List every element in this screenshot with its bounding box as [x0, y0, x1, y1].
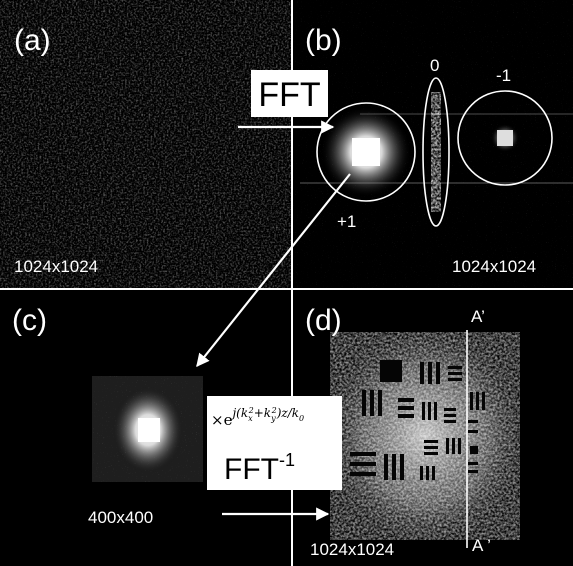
- fft-operation: FFT: [238, 70, 335, 134]
- order-plus-one-label: +1: [337, 212, 356, 231]
- panel-b-label: (b): [305, 24, 342, 57]
- profile-line-top-label: A’: [471, 307, 485, 326]
- phase-factor-formula: ×ej(kx2+ky2)z/k0: [211, 406, 304, 429]
- order-plus-one-core: [352, 138, 380, 166]
- panel-b-size-label: 1024x1024: [452, 257, 536, 276]
- order-zero-band: [431, 92, 441, 212]
- fft-label: FFT: [258, 76, 320, 114]
- order-zero-ellipse: [422, 77, 450, 227]
- cropped-spectrum-core: [138, 418, 160, 442]
- phase-factor-box: [207, 396, 342, 490]
- panel-d-label: (d): [305, 304, 342, 337]
- profile-line-bottom-label: A ’: [472, 536, 491, 555]
- order-zero-label: 0: [430, 56, 439, 75]
- crop-arrow: [196, 173, 351, 368]
- inverse-fft-operation: ×ej(kx2+ky2)z/k0 FFT-1: [207, 396, 342, 521]
- panel-a-label: (a): [14, 24, 51, 57]
- order-minus-one-circle: [457, 90, 553, 186]
- panel-a: (a) 1024x1024: [0, 0, 291, 288]
- order-minus-one-label: -1: [496, 66, 511, 85]
- panel-b: (b) +1 0 -1 1024x1024: [293, 0, 573, 288]
- panel-a-size-label: 1024x1024: [14, 257, 98, 276]
- panel-a-fringes: [60, 60, 240, 230]
- panel-c-size-label: 400x400: [88, 508, 153, 527]
- vertical-divider: [291, 0, 293, 566]
- order-plus-one-circle: [316, 102, 416, 202]
- panel-d-size-label: 1024x1024: [310, 540, 394, 559]
- horizontal-divider: [0, 288, 573, 290]
- inverse-fft-label: FFT-1: [224, 450, 295, 486]
- panel-c: (c) 400x400: [0, 290, 291, 566]
- fft-label-box: [251, 70, 328, 117]
- reconstruction-speckle: [330, 332, 520, 540]
- resolution-target-bars: [350, 360, 485, 480]
- order-minus-one-spot: [497, 130, 513, 146]
- panel-c-label: (c): [12, 304, 47, 337]
